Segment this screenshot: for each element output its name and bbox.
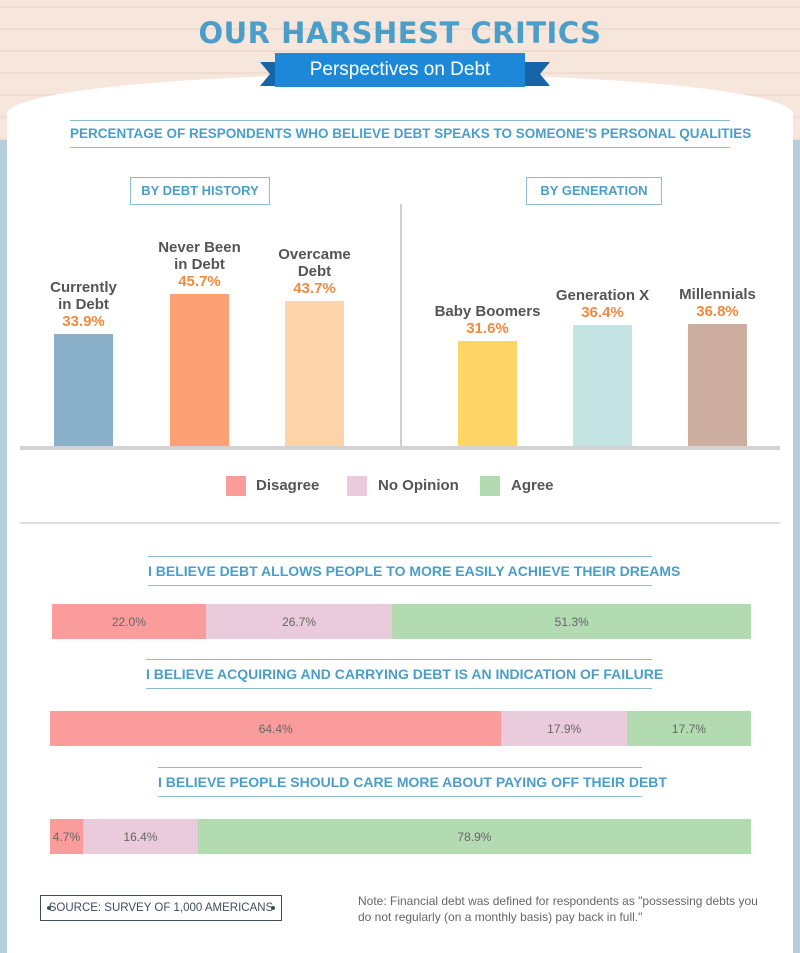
ribbon-tail-right xyxy=(524,62,550,86)
bar-label-generation-x: Generation X 36.4% xyxy=(533,287,673,321)
segment-no-opinion: 17.9% xyxy=(501,711,627,746)
segment-agree: 17.7% xyxy=(626,711,751,746)
bar-value-label: 45.7% xyxy=(178,273,221,290)
segment-disagree: 22.0% xyxy=(52,604,206,639)
segment-agree: 51.3% xyxy=(392,604,751,639)
source-dot-left xyxy=(47,906,51,910)
page-title: OUR HARSHEST CRITICS xyxy=(198,16,602,50)
question-heading-2: I BELIEVE ACQUIRING AND CARRYING DEBT IS… xyxy=(146,659,663,689)
bar-label-currently-in-debt: Currently in Debt 33.9% xyxy=(14,279,154,330)
legend-label-disagree: Disagree xyxy=(256,477,320,494)
bar-never-been-in-debt xyxy=(170,294,229,447)
bar-baby-boomers xyxy=(458,341,517,447)
chart-baseline xyxy=(20,446,780,450)
chart-divider xyxy=(400,204,402,448)
legend-swatch-agree xyxy=(480,476,500,496)
legend-label-agree: Agree xyxy=(511,477,554,494)
debt-history-heading: BY DEBT HISTORY xyxy=(130,177,270,205)
stacked-bar-1: 22.0% 26.7% 51.3% xyxy=(52,604,751,639)
segment-disagree: 64.4% xyxy=(50,711,502,746)
segment-no-opinion: 16.4% xyxy=(82,819,198,854)
footnote: Note: Financial debt was defined for res… xyxy=(358,894,758,924)
subtitle-ribbon: Perspectives on Debt xyxy=(276,54,524,86)
bar-category-line: Debt xyxy=(297,262,332,280)
bar-value-label: 36.8% xyxy=(696,302,739,320)
bar-label-overcame-debt: Overcame Debt 43.7% xyxy=(245,246,385,297)
segment-agree: 78.9% xyxy=(197,819,751,854)
section-title: PERCENTAGE OF RESPONDENTS WHO BELIEVE DE… xyxy=(70,120,751,148)
section-separator xyxy=(20,522,780,524)
bar-category-line: in Debt xyxy=(174,256,225,273)
segment-no-opinion: 26.7% xyxy=(205,604,393,639)
bar-currently-in-debt xyxy=(54,333,113,447)
bar-category-line: Millennials xyxy=(679,285,756,303)
bar-value-label: 36.4% xyxy=(581,304,624,322)
question-heading-1: I BELIEVE DEBT ALLOWS PEOPLE TO MORE EAS… xyxy=(148,556,680,586)
segment-disagree: 4.7% xyxy=(50,819,83,854)
legend-label-no-opinion: No Opinion xyxy=(378,477,459,494)
bar-category-line: Overcame xyxy=(278,245,351,263)
bar-category-line: in Debt xyxy=(58,295,109,313)
question-heading-3: I BELIEVE PEOPLE SHOULD CARE MORE ABOUT … xyxy=(158,767,667,797)
bar-label-baby-boomers: Baby Boomers 31.6% xyxy=(418,303,558,337)
bar-value-label: 43.7% xyxy=(293,279,336,297)
source-text: SOURCE: SURVEY OF 1,000 AMERICANS xyxy=(48,902,274,914)
bar-label-never-been-in-debt: Never Been in Debt 45.7% xyxy=(130,239,270,290)
bar-value-label: 33.9% xyxy=(62,312,105,330)
legend-swatch-disagree xyxy=(226,476,246,496)
legend-swatch-no-opinion xyxy=(347,476,367,496)
bar-millennials xyxy=(688,323,747,447)
bar-overcame-debt xyxy=(285,300,344,447)
bar-generation-x xyxy=(573,325,632,447)
bar-category-line: Baby Boomers xyxy=(434,303,541,321)
source-dot-right xyxy=(271,906,275,910)
bar-value-label: 31.6% xyxy=(466,320,509,338)
bar-category-line: Currently xyxy=(50,278,117,296)
bar-category-line: Never Been xyxy=(158,239,241,256)
stacked-bar-2: 64.4% 17.9% 17.7% xyxy=(50,711,751,746)
bar-category-line: Generation X xyxy=(555,287,650,305)
stacked-bar-3: 4.7% 16.4% 78.9% xyxy=(50,819,751,854)
source-box: SOURCE: SURVEY OF 1,000 AMERICANS xyxy=(40,895,282,921)
bar-label-millennials: Millennials 36.8% xyxy=(648,286,788,320)
generation-heading: BY GENERATION xyxy=(526,177,662,205)
